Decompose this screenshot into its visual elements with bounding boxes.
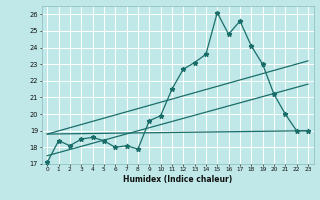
X-axis label: Humidex (Indice chaleur): Humidex (Indice chaleur) [123, 175, 232, 184]
